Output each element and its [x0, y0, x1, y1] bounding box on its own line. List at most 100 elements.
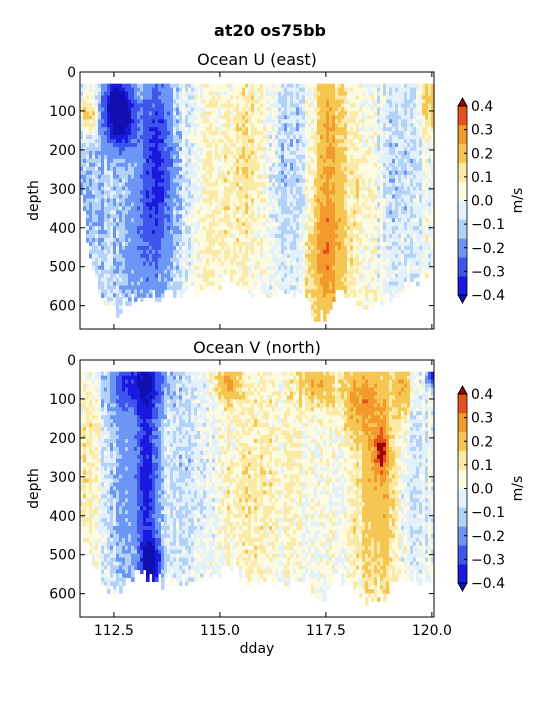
heatmap-cell [95, 234, 99, 239]
heatmap-cell [191, 162, 195, 168]
heatmap-cell [287, 245, 291, 251]
heatmap-cell [122, 293, 126, 298]
heatmap-cell [206, 111, 210, 116]
heatmap-cell [311, 154, 315, 160]
heatmap-cell [299, 218, 303, 223]
heatmap-cell [323, 289, 327, 294]
heatmap-cell [236, 119, 240, 124]
heatmap-cell [353, 91, 357, 97]
heatmap-cell [239, 99, 243, 105]
heatmap-cell [284, 186, 288, 192]
heatmap-cell [158, 277, 162, 283]
heatmap-cell [338, 245, 342, 251]
heatmap-cell [101, 190, 105, 196]
heatmap-cell [353, 281, 357, 287]
heatmap-cell [185, 214, 189, 219]
heatmap-cell [290, 206, 294, 211]
heatmap-cell [188, 146, 192, 152]
heatmap-cell [281, 170, 285, 176]
heatmap-cell [335, 230, 339, 235]
heatmap-cell [125, 265, 129, 271]
heatmap-cell [266, 230, 270, 235]
heatmap-cell [257, 131, 261, 136]
heatmap-cell [209, 281, 213, 287]
heatmap-cell [146, 123, 150, 128]
heatmap-cell [185, 194, 189, 200]
heatmap-cell [290, 214, 294, 219]
heatmap-cell [185, 234, 189, 239]
heatmap-cell [302, 170, 306, 176]
heatmap-cell [182, 194, 186, 200]
heatmap-cell [197, 289, 201, 294]
heatmap-cell [278, 230, 282, 235]
heatmap-cell [140, 285, 144, 291]
heatmap-cell [128, 99, 132, 105]
heatmap-cell [170, 230, 174, 235]
heatmap-cell [131, 245, 135, 251]
heatmap-cell [341, 166, 345, 172]
heatmap-cell [275, 261, 279, 267]
heatmap-cell [227, 158, 231, 164]
heatmap-cell [338, 123, 342, 128]
heatmap-cell [170, 214, 174, 219]
heatmap-cell [326, 119, 330, 124]
heatmap-cell [272, 265, 276, 271]
heatmap-cell [359, 182, 363, 188]
heatmap-cell [338, 162, 342, 168]
heatmap-cell [353, 194, 357, 200]
heatmap-cell [293, 269, 297, 275]
heatmap-cell [362, 87, 366, 93]
heatmap-cell [251, 273, 255, 279]
heatmap-cell [305, 237, 309, 243]
heatmap-cell [299, 261, 303, 267]
heatmap-cell [323, 317, 327, 322]
heatmap-cell [122, 135, 126, 140]
heatmap-cell [317, 230, 321, 235]
heatmap-cell [248, 202, 252, 207]
heatmap-cell [161, 158, 165, 164]
heatmap-cell [353, 241, 357, 247]
heatmap-cell [248, 277, 252, 283]
heatmap-cell [362, 174, 366, 180]
heatmap-cell [170, 202, 174, 207]
heatmap-cell [233, 237, 237, 243]
heatmap-cell [326, 87, 330, 93]
heatmap-cell [344, 174, 348, 180]
heatmap-cell [281, 146, 285, 152]
heatmap-cell [284, 150, 288, 156]
heatmap-cell [239, 206, 243, 211]
heatmap-cell [233, 234, 237, 239]
heatmap-cell [86, 146, 90, 152]
heatmap-cell [158, 214, 162, 219]
heatmap-cell [254, 277, 258, 283]
heatmap-cell [182, 186, 186, 192]
heatmap-cell [338, 281, 342, 287]
heatmap-cell [344, 127, 348, 132]
heatmap-cell [293, 146, 297, 152]
heatmap-cell [122, 131, 126, 136]
heatmap-cell [128, 178, 132, 184]
heatmap-cell [275, 202, 279, 207]
heatmap-cell [194, 273, 198, 279]
heatmap-cell [344, 257, 348, 263]
heatmap-cell [230, 245, 234, 251]
heatmap-cell [170, 131, 174, 136]
heatmap-cell [227, 194, 231, 200]
figure-suptitle: at20 os75bb [214, 21, 326, 40]
heatmap-cell [89, 237, 93, 243]
heatmap-cell [245, 91, 249, 97]
heatmap-cell [290, 143, 294, 148]
heatmap-cell [224, 265, 228, 271]
heatmap-cell [356, 237, 360, 243]
heatmap-cell [194, 234, 198, 239]
heatmap-cell [236, 123, 240, 128]
heatmap-cell [362, 150, 366, 156]
heatmap-cell [356, 107, 360, 112]
heatmap-cell [143, 285, 147, 291]
heatmap-cell [224, 230, 228, 235]
heatmap-cell [212, 289, 216, 294]
heatmap-cell [308, 285, 312, 291]
heatmap-cell [104, 261, 108, 267]
heatmap-cell [170, 83, 174, 89]
heatmap-cell [230, 277, 234, 283]
